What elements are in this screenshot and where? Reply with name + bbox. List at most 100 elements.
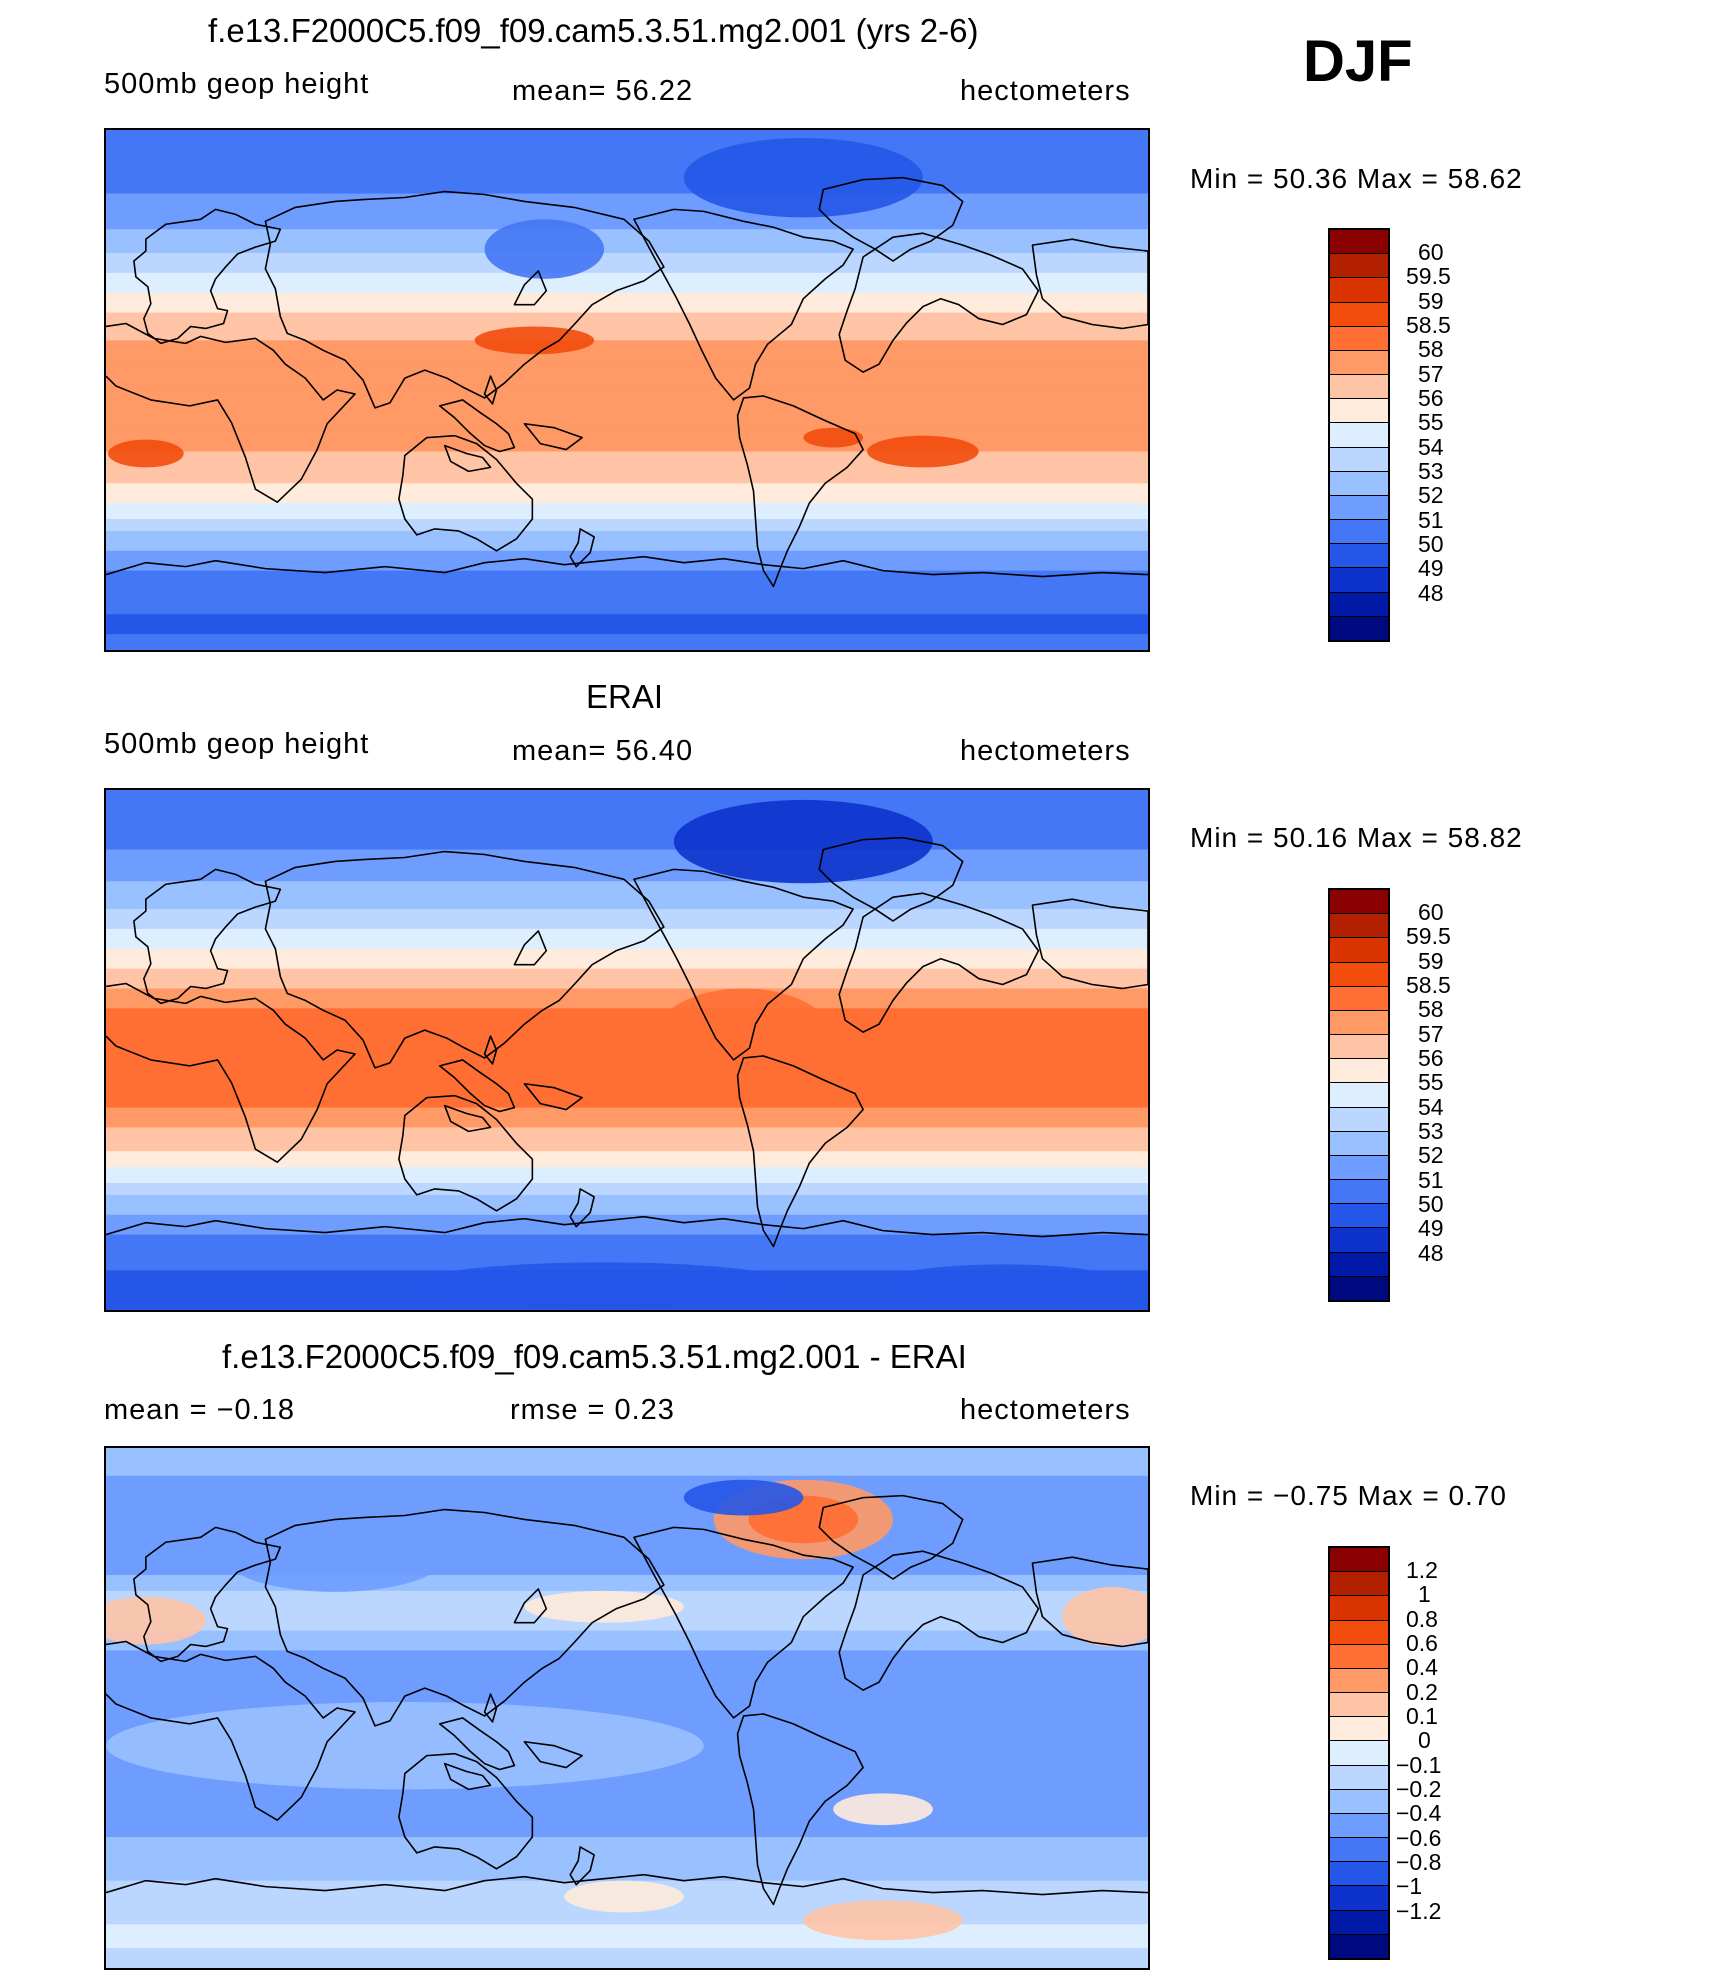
contour-band bbox=[106, 1008, 1148, 1013]
contour-band bbox=[106, 1175, 1148, 1180]
colorbar-label: 59 bbox=[1418, 287, 1444, 314]
coastline bbox=[569, 1846, 595, 1886]
contour-band bbox=[106, 1167, 1148, 1172]
panel3-coastlines bbox=[106, 1494, 1148, 1906]
contour-band bbox=[106, 1559, 1148, 1564]
contour-band bbox=[106, 260, 1148, 266]
contour-band bbox=[106, 1940, 1148, 1945]
contour-band bbox=[106, 928, 1148, 934]
contour-band bbox=[106, 1190, 1148, 1196]
contour-band bbox=[106, 380, 1148, 385]
colorbar-swatch bbox=[1330, 471, 1388, 496]
panel2-title: ERAI bbox=[586, 678, 664, 715]
colorbar-swatch bbox=[1330, 1693, 1388, 1718]
coastline bbox=[838, 1550, 1040, 1691]
contour-band bbox=[106, 1194, 1148, 1200]
colorbar-swatch bbox=[1330, 326, 1388, 351]
contour-band bbox=[106, 391, 1148, 397]
contour-band bbox=[106, 1876, 1148, 1882]
contour-band bbox=[106, 542, 1148, 548]
contour-band bbox=[106, 1143, 1148, 1148]
contour-band bbox=[106, 503, 1148, 508]
panel1-features bbox=[107, 137, 979, 468]
contour-band bbox=[106, 364, 1148, 369]
contour-band bbox=[106, 1690, 1148, 1695]
colorbar-swatch bbox=[1330, 1644, 1388, 1669]
coastline bbox=[106, 982, 356, 1163]
contour-band bbox=[106, 1306, 1148, 1310]
contour-band bbox=[106, 237, 1148, 242]
contour-band bbox=[106, 1127, 1148, 1132]
contour-band bbox=[106, 141, 1148, 147]
contour-band bbox=[106, 1686, 1148, 1691]
contour-band bbox=[106, 229, 1148, 234]
contour-band bbox=[106, 209, 1148, 214]
contour-band bbox=[106, 475, 1148, 480]
contour-band bbox=[106, 1515, 1148, 1521]
contour-band bbox=[106, 877, 1148, 882]
contour-band bbox=[106, 1186, 1148, 1192]
contour-band bbox=[106, 988, 1148, 994]
colorbar-swatch bbox=[1330, 1059, 1388, 1084]
contour-band bbox=[106, 1539, 1148, 1544]
contour-band bbox=[106, 574, 1148, 580]
contour-band bbox=[106, 1805, 1148, 1810]
contour-band bbox=[106, 403, 1148, 409]
contour-band bbox=[106, 1182, 1148, 1188]
contour-band bbox=[106, 1448, 1148, 1453]
contour-feature bbox=[225, 1522, 445, 1592]
contour-band bbox=[106, 1817, 1148, 1822]
contour-band bbox=[106, 1147, 1148, 1152]
colorbar-swatch bbox=[1330, 1886, 1388, 1911]
colorbar-label: 49 bbox=[1418, 555, 1444, 582]
contour-band bbox=[106, 1519, 1148, 1525]
contour-band bbox=[106, 1535, 1148, 1540]
contour-band bbox=[106, 1171, 1148, 1176]
colorbar-swatch bbox=[1330, 1741, 1388, 1766]
contour-band bbox=[106, 558, 1148, 564]
colorbar-label: 57 bbox=[1418, 360, 1444, 387]
coastline bbox=[818, 176, 964, 262]
panel1-map bbox=[104, 128, 1150, 652]
contour-band bbox=[106, 1226, 1148, 1232]
panel3-units-label: hectometers bbox=[960, 1394, 1131, 1426]
contour-band bbox=[106, 491, 1148, 496]
contour-band bbox=[106, 1650, 1148, 1656]
colorbar-swatch bbox=[1330, 1252, 1388, 1277]
coastline bbox=[523, 422, 583, 451]
contour-band bbox=[106, 845, 1148, 851]
colorbar-label: 52 bbox=[1418, 1142, 1444, 1169]
colorbar-swatch bbox=[1330, 1107, 1388, 1132]
contour-band bbox=[106, 586, 1148, 592]
panel2-units-label: hectometers bbox=[960, 735, 1131, 767]
contour-band bbox=[106, 455, 1148, 461]
contour-band bbox=[106, 169, 1148, 175]
panel3-features bbox=[106, 1479, 1148, 1941]
contour-band bbox=[106, 1575, 1148, 1580]
contour-band bbox=[106, 1075, 1148, 1081]
contour-band bbox=[106, 1860, 1148, 1866]
contour-band bbox=[106, 857, 1148, 863]
contour-band bbox=[106, 487, 1148, 492]
colorbar-swatch bbox=[1330, 1204, 1388, 1229]
contour-band bbox=[106, 1567, 1148, 1572]
contour-band bbox=[106, 598, 1148, 603]
contour-band bbox=[106, 1638, 1148, 1644]
coastline bbox=[633, 868, 854, 1061]
colorbar-label: −0.2 bbox=[1396, 1776, 1442, 1803]
contour-band bbox=[106, 1032, 1148, 1037]
contour-band bbox=[106, 1543, 1148, 1548]
contour-band bbox=[106, 304, 1148, 310]
contour-band bbox=[106, 821, 1148, 827]
contour-band bbox=[106, 885, 1148, 890]
contour-band bbox=[106, 376, 1148, 381]
colorbar-label: 53 bbox=[1418, 458, 1444, 485]
coastline bbox=[483, 1035, 498, 1065]
contour-band bbox=[106, 368, 1148, 373]
contour-band bbox=[106, 332, 1148, 338]
contour-feature bbox=[653, 988, 834, 1088]
panel3-contour-plot bbox=[106, 1448, 1148, 1968]
contour-band bbox=[106, 948, 1148, 954]
coastline bbox=[569, 1188, 595, 1228]
colorbar-swatch bbox=[1330, 962, 1388, 987]
